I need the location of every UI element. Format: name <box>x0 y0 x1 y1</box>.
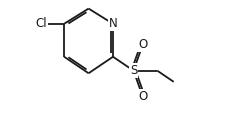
Text: S: S <box>129 64 137 77</box>
Text: N: N <box>108 17 117 30</box>
Text: O: O <box>137 90 147 103</box>
Text: Cl: Cl <box>35 17 47 30</box>
Text: O: O <box>137 38 147 51</box>
